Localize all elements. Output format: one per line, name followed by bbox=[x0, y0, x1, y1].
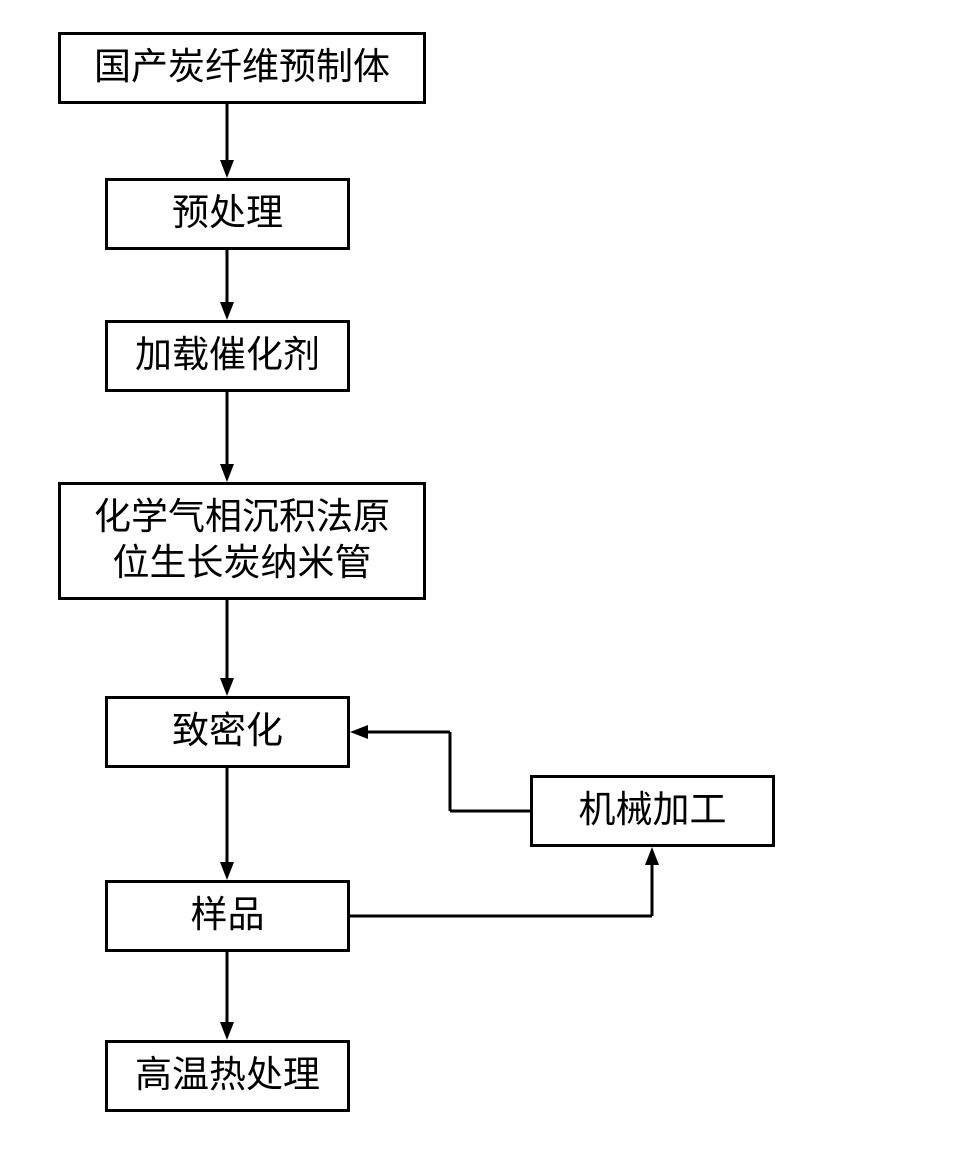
node-label: 预处理 bbox=[172, 191, 283, 237]
node-label: 化学气相沉积法原位生长炭纳米管 bbox=[94, 495, 390, 588]
node-label: 高温热处理 bbox=[135, 1053, 320, 1099]
node-label: 样品 bbox=[191, 893, 265, 939]
node-label: 加载催化剂 bbox=[135, 333, 320, 379]
flow-node-catalyst: 加载催化剂 bbox=[105, 320, 350, 392]
flow-node-preform: 国产炭纤维预制体 bbox=[58, 32, 426, 104]
flow-node-densify: 致密化 bbox=[105, 696, 350, 768]
node-label: 国产炭纤维预制体 bbox=[94, 45, 390, 91]
node-label: 致密化 bbox=[172, 709, 283, 755]
flow-node-cvd: 化学气相沉积法原位生长炭纳米管 bbox=[58, 482, 426, 600]
flow-node-pretreat: 预处理 bbox=[105, 178, 350, 250]
flow-node-sample: 样品 bbox=[105, 880, 350, 952]
flow-node-heat: 高温热处理 bbox=[105, 1040, 350, 1112]
node-label: 机械加工 bbox=[579, 788, 727, 834]
flow-node-machining: 机械加工 bbox=[530, 775, 775, 847]
